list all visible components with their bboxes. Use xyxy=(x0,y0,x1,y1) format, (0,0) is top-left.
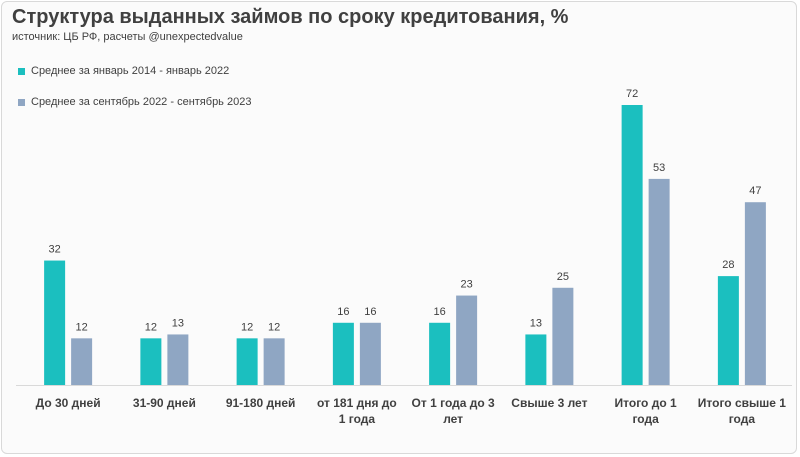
category-label-4: от 181 дня до 1 года xyxy=(317,396,397,426)
data-label-series-2-cat-2: 13 xyxy=(172,317,184,329)
bar-series-1-cat-5 xyxy=(429,322,451,385)
category-label-3: 91-180 дней xyxy=(226,396,296,410)
data-label-series-1-cat-3: 12 xyxy=(241,321,253,333)
legend-item-series-1: Среднее за январь 2014 - январь 2022 xyxy=(18,63,251,79)
bar-series-2-cat-3 xyxy=(263,338,285,385)
bar-series-1-cat-7 xyxy=(621,105,643,385)
bar-series-1-cat-8 xyxy=(717,276,739,385)
bar-series-2-cat-4 xyxy=(359,322,381,385)
legend-label-series-2: Среднее за сентябрь 2022 - сентябрь 2023 xyxy=(31,96,252,108)
bar-series-2-cat-2 xyxy=(167,334,189,385)
bar-series-1-cat-6 xyxy=(525,334,547,385)
chart-title: Структура выданных займов по сроку креди… xyxy=(12,6,569,28)
data-label-series-2-cat-3: 12 xyxy=(268,321,280,333)
bar-series-2-cat-7 xyxy=(648,178,670,385)
bar-series-2-cat-8 xyxy=(744,202,766,385)
category-label-2: 31-90 дней xyxy=(133,396,196,410)
bar-series-2-cat-1 xyxy=(71,338,93,385)
data-label-series-1-cat-6: 13 xyxy=(530,317,542,329)
data-label-series-1-cat-5: 16 xyxy=(434,306,446,318)
legend: Среднее за январь 2014 - январь 2022 Сре… xyxy=(18,63,251,125)
legend-item-series-2: Среднее за сентябрь 2022 - сентябрь 2023 xyxy=(18,94,251,110)
data-label-series-2-cat-1: 12 xyxy=(76,321,88,333)
bar-series-2-cat-5 xyxy=(456,295,478,385)
bar-series-1-cat-4 xyxy=(332,322,354,385)
bar-series-1-cat-1 xyxy=(44,260,66,385)
data-label-series-2-cat-5: 23 xyxy=(461,279,473,291)
data-label-series-1-cat-2: 12 xyxy=(145,321,157,333)
data-label-series-2-cat-6: 25 xyxy=(557,271,569,283)
bar-series-1-cat-2 xyxy=(140,338,162,385)
data-label-series-1-cat-1: 32 xyxy=(49,244,61,256)
bar-series-2-cat-6 xyxy=(552,287,574,385)
category-label-7: Итого до 1 года xyxy=(615,396,677,426)
category-label-1: До 30 дней xyxy=(36,396,101,410)
chart-subtitle: источник: ЦБ РФ, расчеты @unexpectedvalu… xyxy=(12,31,243,43)
legend-swatch-series-2 xyxy=(18,98,25,106)
bar-series-1-cat-3 xyxy=(236,338,258,385)
data-label-series-1-cat-8: 28 xyxy=(722,259,734,271)
legend-label-series-1: Среднее за январь 2014 - январь 2022 xyxy=(31,65,230,77)
legend-swatch-series-1 xyxy=(18,67,25,75)
data-label-series-2-cat-4: 16 xyxy=(364,306,376,318)
data-label-series-2-cat-8: 47 xyxy=(749,185,761,197)
category-label-8: Итого свыше 1 года xyxy=(698,396,786,426)
category-label-5: От 1 года до 3 лет xyxy=(412,396,495,426)
data-label-series-1-cat-4: 16 xyxy=(337,306,349,318)
data-label-series-2-cat-7: 53 xyxy=(653,162,665,174)
category-label-6: Свыше 3 лет xyxy=(511,396,587,410)
data-label-series-1-cat-7: 72 xyxy=(626,88,638,100)
